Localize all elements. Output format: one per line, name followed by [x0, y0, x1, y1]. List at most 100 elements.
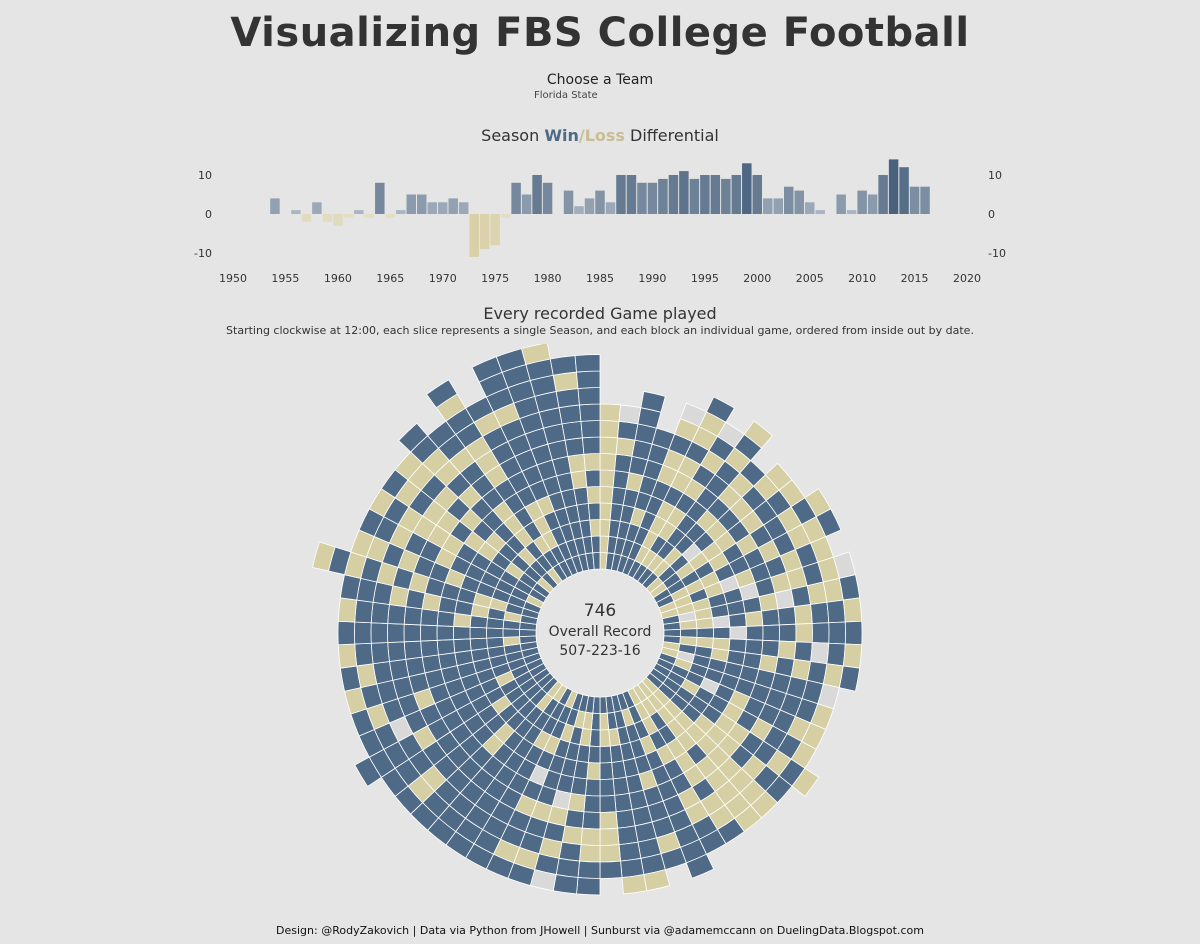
- season-slice-2011[interactable]: [465, 396, 573, 579]
- season-slice-1954[interactable]: [637, 420, 773, 586]
- season-slice-1980[interactable]: [605, 695, 648, 895]
- season-slice-1962[interactable]: [661, 574, 861, 625]
- season-slice-1960[interactable]: [658, 535, 834, 614]
- game-block-1959-12[interactable]: [815, 508, 842, 538]
- season-slice-1976[interactable]: [627, 687, 727, 855]
- bar-1989[interactable]: [637, 182, 647, 214]
- game-block-1983-10[interactable]: [558, 841, 582, 862]
- game-block-1963-6[interactable]: [744, 610, 764, 627]
- game-block-1947-10[interactable]: [599, 403, 621, 422]
- season-slice-1958[interactable]: [652, 488, 832, 604]
- game-block-1999-12[interactable]: [337, 620, 356, 646]
- game-block-2015-7[interactable]: [567, 453, 586, 474]
- bar-2014[interactable]: [899, 167, 909, 214]
- game-block-1963-10[interactable]: [810, 601, 830, 624]
- bar-1969[interactable]: [427, 202, 437, 214]
- game-block-1964-8[interactable]: [778, 623, 797, 643]
- bar-2015[interactable]: [909, 186, 920, 214]
- game-block-1983-12[interactable]: [552, 874, 579, 895]
- game-block-1963-8[interactable]: [777, 606, 797, 626]
- game-block-1983-9[interactable]: [561, 825, 583, 846]
- game-block-1963-11[interactable]: [826, 599, 846, 624]
- game-block-1982-7[interactable]: [583, 794, 601, 813]
- bar-2008[interactable]: [836, 194, 846, 215]
- season-slice-1964[interactable]: [663, 620, 863, 646]
- bar-2002[interactable]: [773, 198, 783, 214]
- game-block-1948-10[interactable]: [618, 404, 642, 425]
- bar-1988[interactable]: [626, 175, 637, 214]
- game-block-1963-9[interactable]: [793, 604, 813, 625]
- bar-1993[interactable]: [679, 171, 689, 214]
- bar-1992[interactable]: [668, 175, 679, 214]
- season-slice-1996[interactable]: [344, 646, 540, 715]
- bar-1958[interactable]: [312, 202, 322, 214]
- bar-1986[interactable]: [605, 202, 616, 214]
- bar-1960[interactable]: [333, 214, 343, 226]
- bar-1998[interactable]: [731, 175, 742, 214]
- season-slice-1971[interactable]: [649, 667, 820, 797]
- game-block-1982-12[interactable]: [576, 877, 601, 896]
- bar-2011[interactable]: [867, 194, 878, 215]
- game-block-1948-9[interactable]: [617, 420, 639, 441]
- games-sunburst-chart[interactable]: [300, 344, 900, 904]
- game-block-2015-6[interactable]: [570, 470, 588, 490]
- game-block-2016-4[interactable]: [587, 502, 601, 521]
- game-block-1982-11[interactable]: [577, 860, 601, 879]
- game-block-1980-5[interactable]: [611, 760, 627, 780]
- game-block-1998-10[interactable]: [370, 642, 390, 665]
- game-block-1983-11[interactable]: [555, 857, 580, 878]
- game-block-2015-13[interactable]: [549, 355, 577, 376]
- game-block-1971-12[interactable]: [791, 767, 820, 797]
- game-block-2016-8[interactable]: [581, 436, 601, 455]
- game-block-1998-12[interactable]: [337, 643, 358, 669]
- game-block-2015-5[interactable]: [573, 486, 589, 506]
- game-block-1947-4[interactable]: [599, 502, 613, 521]
- game-block-1999-11[interactable]: [354, 621, 372, 645]
- game-block-1962-7[interactable]: [758, 592, 779, 612]
- game-block-1982-10[interactable]: [579, 844, 601, 863]
- game-block-1947-6[interactable]: [599, 469, 616, 488]
- bar-2009[interactable]: [846, 210, 857, 214]
- game-block-1999-8[interactable]: [403, 623, 422, 643]
- game-block-2016-2[interactable]: [590, 535, 601, 554]
- game-block-1980-12[interactable]: [621, 874, 648, 895]
- game-block-2016-1[interactable]: [592, 552, 601, 570]
- bar-2004[interactable]: [794, 190, 804, 214]
- season-slice-1998[interactable]: [337, 635, 538, 669]
- game-block-1981-8[interactable]: [599, 811, 619, 830]
- season-slice-1948[interactable]: [605, 404, 642, 571]
- game-block-2000-9[interactable]: [387, 604, 407, 625]
- game-block-1964-4[interactable]: [712, 626, 731, 640]
- bar-1970[interactable]: [437, 202, 448, 214]
- game-block-2001-12[interactable]: [339, 574, 362, 601]
- game-block-1981-9[interactable]: [599, 827, 620, 846]
- game-block-1965-11[interactable]: [826, 642, 846, 667]
- season-slice-1953[interactable]: [632, 421, 745, 582]
- game-block-2000-12[interactable]: [337, 597, 358, 623]
- game-block-2000-7[interactable]: [420, 608, 439, 627]
- season-slice-2001[interactable]: [339, 574, 539, 625]
- bar-1975[interactable]: [490, 214, 500, 246]
- game-block-1998-9[interactable]: [387, 641, 407, 662]
- game-block-1964-6[interactable]: [745, 625, 764, 641]
- game-block-1997-7[interactable]: [421, 654, 442, 674]
- season-slice-1975[interactable]: [632, 684, 745, 845]
- game-block-1977-12[interactable]: [685, 853, 715, 879]
- game-block-1964-5[interactable]: [729, 626, 747, 640]
- bar-1994[interactable]: [689, 178, 700, 214]
- game-block-1998-11[interactable]: [354, 642, 374, 667]
- game-block-1962-12[interactable]: [838, 574, 861, 601]
- game-block-1947-8[interactable]: [599, 436, 619, 455]
- season-slice-1957[interactable]: [649, 479, 806, 599]
- bar-2001[interactable]: [763, 198, 773, 214]
- bar-1964[interactable]: [375, 182, 385, 214]
- bar-2016[interactable]: [920, 186, 930, 214]
- game-block-1982-9[interactable]: [580, 827, 601, 846]
- bar-1987[interactable]: [616, 175, 626, 214]
- bar-1968[interactable]: [417, 194, 427, 215]
- game-block-2016-7[interactable]: [583, 453, 601, 472]
- win-loss-bar-chart[interactable]: 1950 1955 1960 1965 1970 1975 1980 1985 1990 1995…: [0, 158, 1200, 293]
- game-block-1999-9[interactable]: [387, 623, 405, 643]
- game-block-1982-6[interactable]: [584, 778, 601, 797]
- season-slice-1984[interactable]: [529, 694, 590, 892]
